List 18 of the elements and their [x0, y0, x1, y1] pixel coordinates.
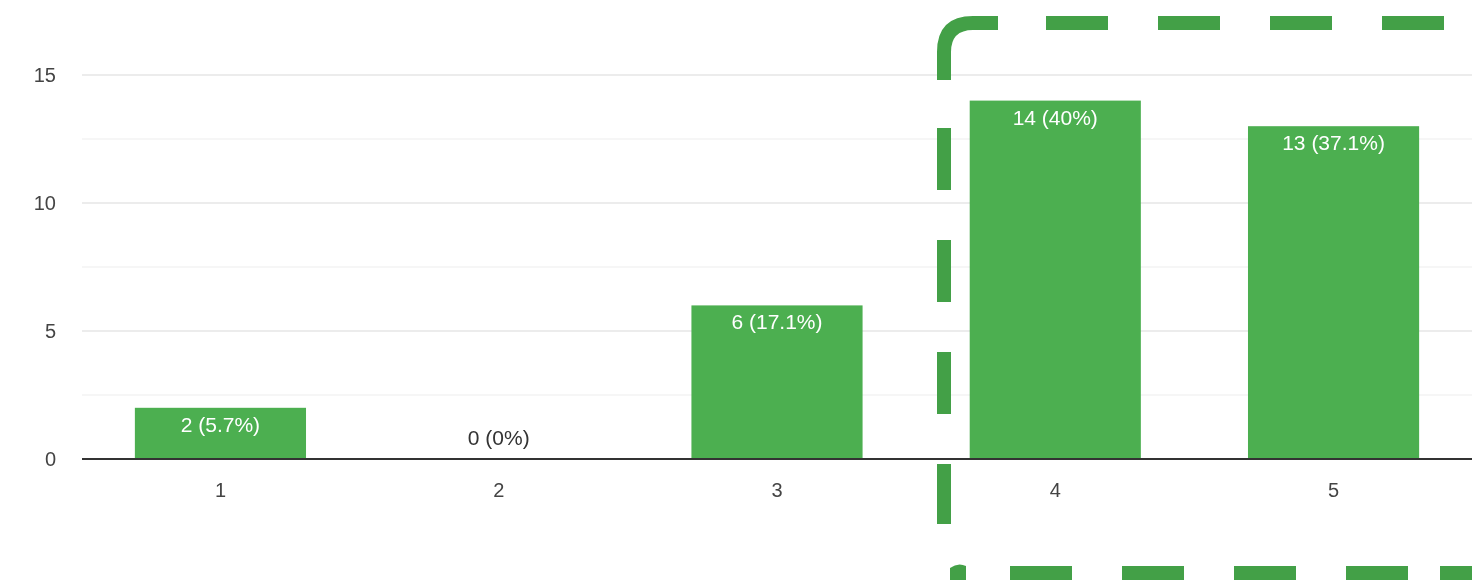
bar [691, 305, 863, 459]
y-tick-label: 0 [44, 448, 56, 470]
x-tick-label: 5 [1327, 479, 1340, 501]
y-tick-label: 15 [33, 64, 56, 86]
y-tick-label: 10 [33, 192, 56, 214]
bar [134, 407, 307, 459]
data-label: 13 (37.1%) [1282, 131, 1385, 155]
data-label: 6 (17.1%) [731, 310, 823, 334]
data-label: 2 (5.7%) [180, 412, 261, 436]
data-label: 0 (0%) [467, 426, 530, 449]
x-tick-label: 2 [493, 479, 505, 501]
bar [969, 100, 1141, 459]
x-tick-label: 3 [771, 479, 783, 501]
bar [1247, 126, 1420, 459]
x-tick-label: 1 [214, 479, 227, 501]
x-tick-label: 4 [1049, 479, 1061, 501]
data-label: 14 (40%) [1012, 105, 1098, 129]
y-tick-label: 5 [44, 320, 56, 342]
